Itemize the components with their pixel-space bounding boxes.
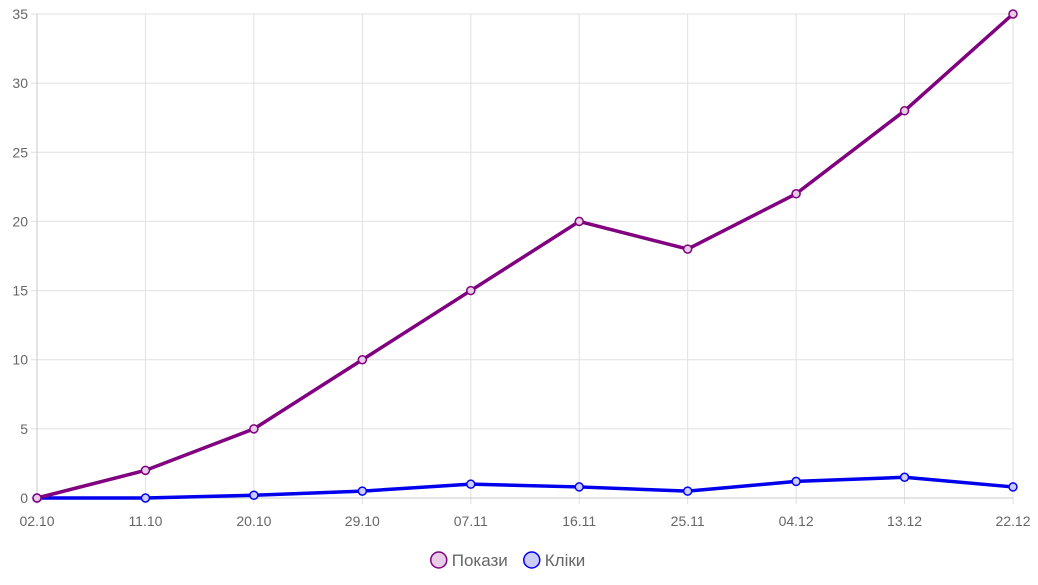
legend-label: Кліки bbox=[545, 551, 586, 570]
data-point[interactable] bbox=[357, 354, 368, 365]
data-point[interactable] bbox=[140, 493, 151, 503]
x-tick-label: 07.11 bbox=[454, 513, 488, 529]
y-axis-ticks: 0 5 10 15 20 25 30 35 bbox=[12, 6, 28, 506]
data-point[interactable] bbox=[249, 490, 259, 500]
legend-label: Покази bbox=[452, 551, 508, 570]
x-tick-label: 11.10 bbox=[128, 513, 162, 529]
legend: Покази Кліки bbox=[430, 551, 586, 570]
y-tick-label: 35 bbox=[12, 6, 28, 22]
legend-marker bbox=[430, 551, 448, 569]
data-point[interactable] bbox=[574, 216, 584, 227]
x-tick-label: 22.12 bbox=[995, 513, 1030, 529]
y-tick-label: 25 bbox=[12, 144, 28, 160]
data-point[interactable] bbox=[1008, 9, 1018, 19]
y-tick-label: 15 bbox=[12, 283, 28, 299]
y-tick-label: 0 bbox=[20, 490, 28, 506]
x-axis-ticks: 02.10 11.10 20.10 29.10 07.11 16.11 25.11 04.12… bbox=[19, 513, 1030, 529]
y-tick-label: 5 bbox=[20, 421, 28, 437]
data-point[interactable] bbox=[899, 106, 910, 116]
legend-item-clicks[interactable]: Кліки bbox=[523, 551, 586, 570]
series-layer bbox=[32, 9, 1018, 503]
x-tick-label: 20.10 bbox=[236, 513, 271, 529]
x-tick-label: 16.11 bbox=[562, 513, 596, 529]
data-point[interactable] bbox=[791, 189, 801, 199]
data-point[interactable] bbox=[140, 465, 151, 476]
x-gridlines bbox=[31, 14, 1014, 504]
y-tick-label: 10 bbox=[12, 352, 28, 368]
data-point[interactable] bbox=[466, 285, 476, 296]
x-tick-label: 02.10 bbox=[19, 513, 54, 529]
x-tick-label: 29.10 bbox=[345, 513, 380, 529]
data-point[interactable] bbox=[249, 424, 259, 434]
data-point[interactable] bbox=[899, 472, 910, 483]
series-line bbox=[35, 475, 1015, 500]
data-point[interactable] bbox=[357, 486, 368, 496]
legend-marker bbox=[523, 551, 541, 569]
data-point[interactable] bbox=[791, 476, 801, 487]
data-point[interactable] bbox=[682, 244, 693, 254]
legend-item-impressions[interactable]: Покази bbox=[430, 551, 508, 570]
data-point[interactable] bbox=[1008, 482, 1018, 492]
data-point[interactable] bbox=[682, 486, 693, 496]
data-point[interactable] bbox=[32, 493, 42, 503]
x-tick-label: 04.12 bbox=[779, 513, 814, 529]
x-tick-label: 13.12 bbox=[887, 513, 922, 529]
y-gridlines bbox=[31, 13, 1013, 499]
series-line bbox=[35, 12, 1015, 500]
y-tick-label: 20 bbox=[12, 213, 28, 229]
x-tick-label: 25.11 bbox=[671, 513, 705, 529]
y-tick-label: 30 bbox=[12, 75, 28, 91]
series-impressions bbox=[32, 9, 1018, 503]
data-point[interactable] bbox=[466, 479, 476, 489]
data-point[interactable] bbox=[574, 482, 584, 492]
